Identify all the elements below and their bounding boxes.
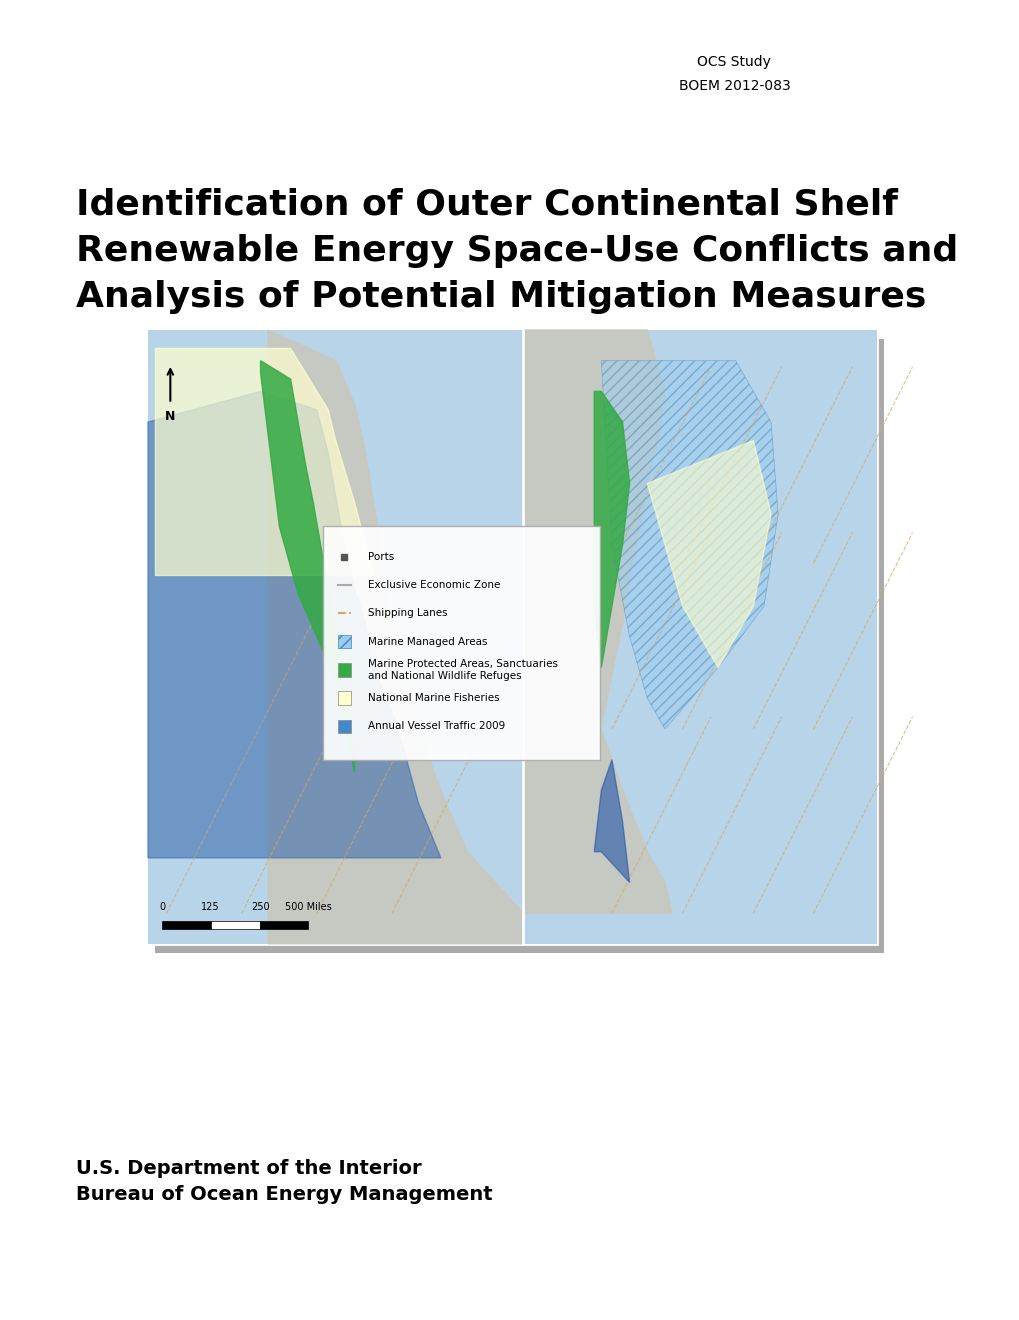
Polygon shape <box>268 330 523 944</box>
Text: Marine Managed Areas: Marine Managed Areas <box>368 636 487 647</box>
Text: 0: 0 <box>159 902 165 912</box>
Bar <box>260 921 308 929</box>
Text: 500 Miles: 500 Miles <box>284 902 331 912</box>
Bar <box>337 692 351 705</box>
Polygon shape <box>601 360 777 729</box>
Bar <box>337 663 351 677</box>
Polygon shape <box>647 441 770 668</box>
Text: Bureau of Ocean Energy Management: Bureau of Ocean Energy Management <box>76 1185 492 1204</box>
Polygon shape <box>260 360 355 772</box>
Text: OCS Study: OCS Study <box>697 55 770 69</box>
Bar <box>523 330 876 944</box>
Polygon shape <box>155 348 373 576</box>
Polygon shape <box>594 759 629 883</box>
Text: U.S. Department of the Interior: U.S. Department of the Interior <box>76 1159 422 1177</box>
Text: Analysis of Potential Mitigation Measures: Analysis of Potential Mitigation Measure… <box>76 280 926 314</box>
Text: 125: 125 <box>201 902 220 912</box>
Polygon shape <box>148 391 440 858</box>
Bar <box>148 330 876 944</box>
Bar <box>210 921 260 929</box>
Bar <box>337 635 351 648</box>
Bar <box>337 719 351 734</box>
Bar <box>323 527 599 759</box>
Text: N: N <box>165 411 175 424</box>
Polygon shape <box>594 391 629 668</box>
Text: Marine Protected Areas, Sanctuaries
and National Wildlife Refuges: Marine Protected Areas, Sanctuaries and … <box>368 659 557 681</box>
Bar <box>155 339 883 953</box>
Text: Shipping Lanes: Shipping Lanes <box>368 609 447 618</box>
Text: 250: 250 <box>251 902 269 912</box>
Text: Exclusive Economic Zone: Exclusive Economic Zone <box>368 579 499 590</box>
Bar <box>148 330 523 944</box>
Text: Identification of Outer Continental Shelf: Identification of Outer Continental Shel… <box>76 187 898 222</box>
Text: Ports: Ports <box>368 552 393 562</box>
Text: BOEM 2012-083: BOEM 2012-083 <box>678 79 790 92</box>
Polygon shape <box>523 330 672 913</box>
Bar <box>162 921 210 929</box>
Text: National Marine Fisheries: National Marine Fisheries <box>368 693 499 704</box>
Text: Annual Vessel Traffic 2009: Annual Vessel Traffic 2009 <box>368 722 504 731</box>
Text: Renewable Energy Space-Use Conflicts and: Renewable Energy Space-Use Conflicts and <box>76 234 958 268</box>
